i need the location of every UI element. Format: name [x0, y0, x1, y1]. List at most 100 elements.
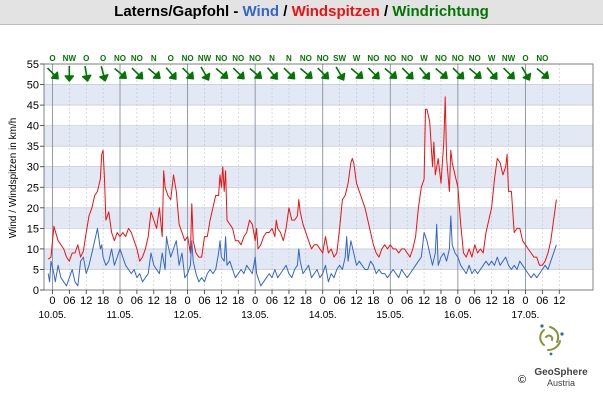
arrow-shape [200, 66, 211, 81]
x-tick-label: 06 [131, 295, 143, 307]
arrow-shape [384, 67, 398, 79]
wind-direction-arrow [350, 67, 364, 79]
wind-direction-label: NO [536, 54, 548, 63]
x-tick-label: 0 [185, 295, 191, 307]
wind-direction-label: W [420, 54, 428, 63]
y-tick-label: 30 [27, 162, 39, 174]
x-date-label: 14.05. [309, 310, 337, 321]
wind-direction-arrow [468, 67, 482, 79]
wind-direction-label: NO [215, 54, 227, 63]
x-tick-label: 06 [536, 295, 548, 307]
wind-direction-label: O [49, 54, 55, 63]
wind-direction-arrow [521, 66, 532, 81]
wind-direction-arrow [249, 67, 263, 79]
arrow-shape [131, 67, 144, 80]
x-date-label: 10.05. [39, 310, 67, 321]
arrow-shape [182, 67, 195, 80]
y-tick-label: 45 [27, 100, 39, 112]
arrow-shape [249, 67, 263, 79]
gridlines [44, 63, 593, 291]
wind-direction-label: O [83, 54, 89, 63]
brand-name: GeoSphere [534, 367, 588, 378]
x-date-label: 12.05. [174, 310, 202, 321]
wind-direction-label: NO [182, 54, 194, 63]
wind-direction-arrow [114, 67, 127, 79]
wind-direction-label: O [522, 54, 528, 63]
brand-country: Austria [547, 378, 575, 388]
x-tick-label: 12 [148, 295, 160, 307]
wind-direction-arrow [147, 67, 161, 79]
wind-direction-arrow [401, 67, 414, 80]
x-tick-label: 06 [266, 295, 278, 307]
title-station: Laterns/Gapfohl [114, 3, 230, 20]
arrow-shape [536, 67, 550, 79]
wind-direction-label: W [488, 54, 496, 63]
y-tick-label: 0 [33, 285, 39, 297]
wind-direction-arrow [99, 66, 109, 82]
arrow-shape [521, 66, 532, 81]
wind-direction-arrow [299, 67, 313, 79]
x-date-label: 11.05. [106, 310, 133, 321]
arrow-shape [468, 67, 482, 79]
wind-direction-label: NO [435, 54, 447, 63]
arrow-shape [266, 67, 278, 80]
geosphere-logo [539, 324, 564, 356]
x-tick-label: 12 [350, 295, 362, 307]
wind-direction-arrow [435, 67, 448, 79]
x-tick-label: 12 [418, 295, 430, 307]
x-tick-label: 0 [455, 295, 461, 307]
chart-title: Laterns/Gapfohl - Wind / Windspitzen / W… [0, 0, 603, 25]
wind-direction-arrow [64, 66, 75, 82]
y-tick-label: 10 [27, 244, 39, 256]
x-tick-label: 18 [300, 295, 312, 307]
x-tick-label: 06 [333, 295, 345, 307]
arrow-shape [486, 67, 498, 80]
y-tick-label: 25 [27, 182, 39, 194]
axes: 0 5 10 15 20 25 30 35 40 45 50 55 0 06 12 18 0 06 12 18 0 06 1… [27, 59, 594, 321]
y-tick-label: 55 [27, 59, 39, 71]
wind-direction-label: NO [469, 54, 481, 63]
wind-direction-arrow [131, 67, 144, 80]
background-band [44, 84, 593, 106]
arrow-shape [147, 67, 161, 79]
wind-direction-label: O [100, 54, 106, 63]
background-bands [44, 64, 593, 290]
y-tick-label: 20 [27, 203, 39, 215]
wind-direction-label: NO [401, 54, 413, 63]
x-tick-label: 0 [252, 295, 258, 307]
arrow-shape [350, 67, 364, 79]
title-wind: Wind [242, 3, 280, 20]
wind-direction-arrow [486, 67, 498, 80]
wind-direction-label: NO [114, 54, 126, 63]
wind-direction-arrow [46, 67, 59, 80]
wind-direction-label: NW [502, 54, 516, 63]
arrow-shape [367, 67, 380, 80]
arrow-shape [283, 67, 296, 80]
x-tick-label: 12 [80, 295, 92, 307]
wind-direction-label: NW [63, 54, 77, 63]
arrow-shape [64, 66, 75, 82]
wind-direction-label: N [286, 54, 292, 63]
wind-direction-arrow [367, 67, 380, 80]
arrow-shape [46, 67, 59, 80]
wind-direction-row: O NW O O NO NO N O NO NW NO NO NO N N NO NO SW W NO NO NO W NO N… [46, 54, 550, 82]
arrow-shape [435, 67, 448, 79]
title-sep-2: / [279, 3, 292, 20]
x-tick-label: 0 [49, 295, 55, 307]
x-date-label: 16.05. [444, 310, 472, 321]
arrow-shape [335, 66, 346, 81]
wind-direction-arrow [182, 67, 195, 80]
y-tick-label: 40 [27, 121, 39, 133]
wind-direction-arrow [283, 67, 296, 80]
arrow-shape [502, 67, 515, 80]
wind-direction-arrow [418, 67, 431, 80]
series-line-wind [47, 215, 557, 287]
background-band [44, 125, 593, 147]
wind-direction-label: NO [249, 54, 261, 63]
x-tick-label: 18 [232, 295, 244, 307]
wind-direction-arrow [384, 67, 398, 79]
x-tick-label: 18 [97, 295, 109, 307]
series-line-windspitzen [47, 96, 557, 266]
y-axis-label: Wind / Windspitzen in km/h [8, 118, 19, 239]
